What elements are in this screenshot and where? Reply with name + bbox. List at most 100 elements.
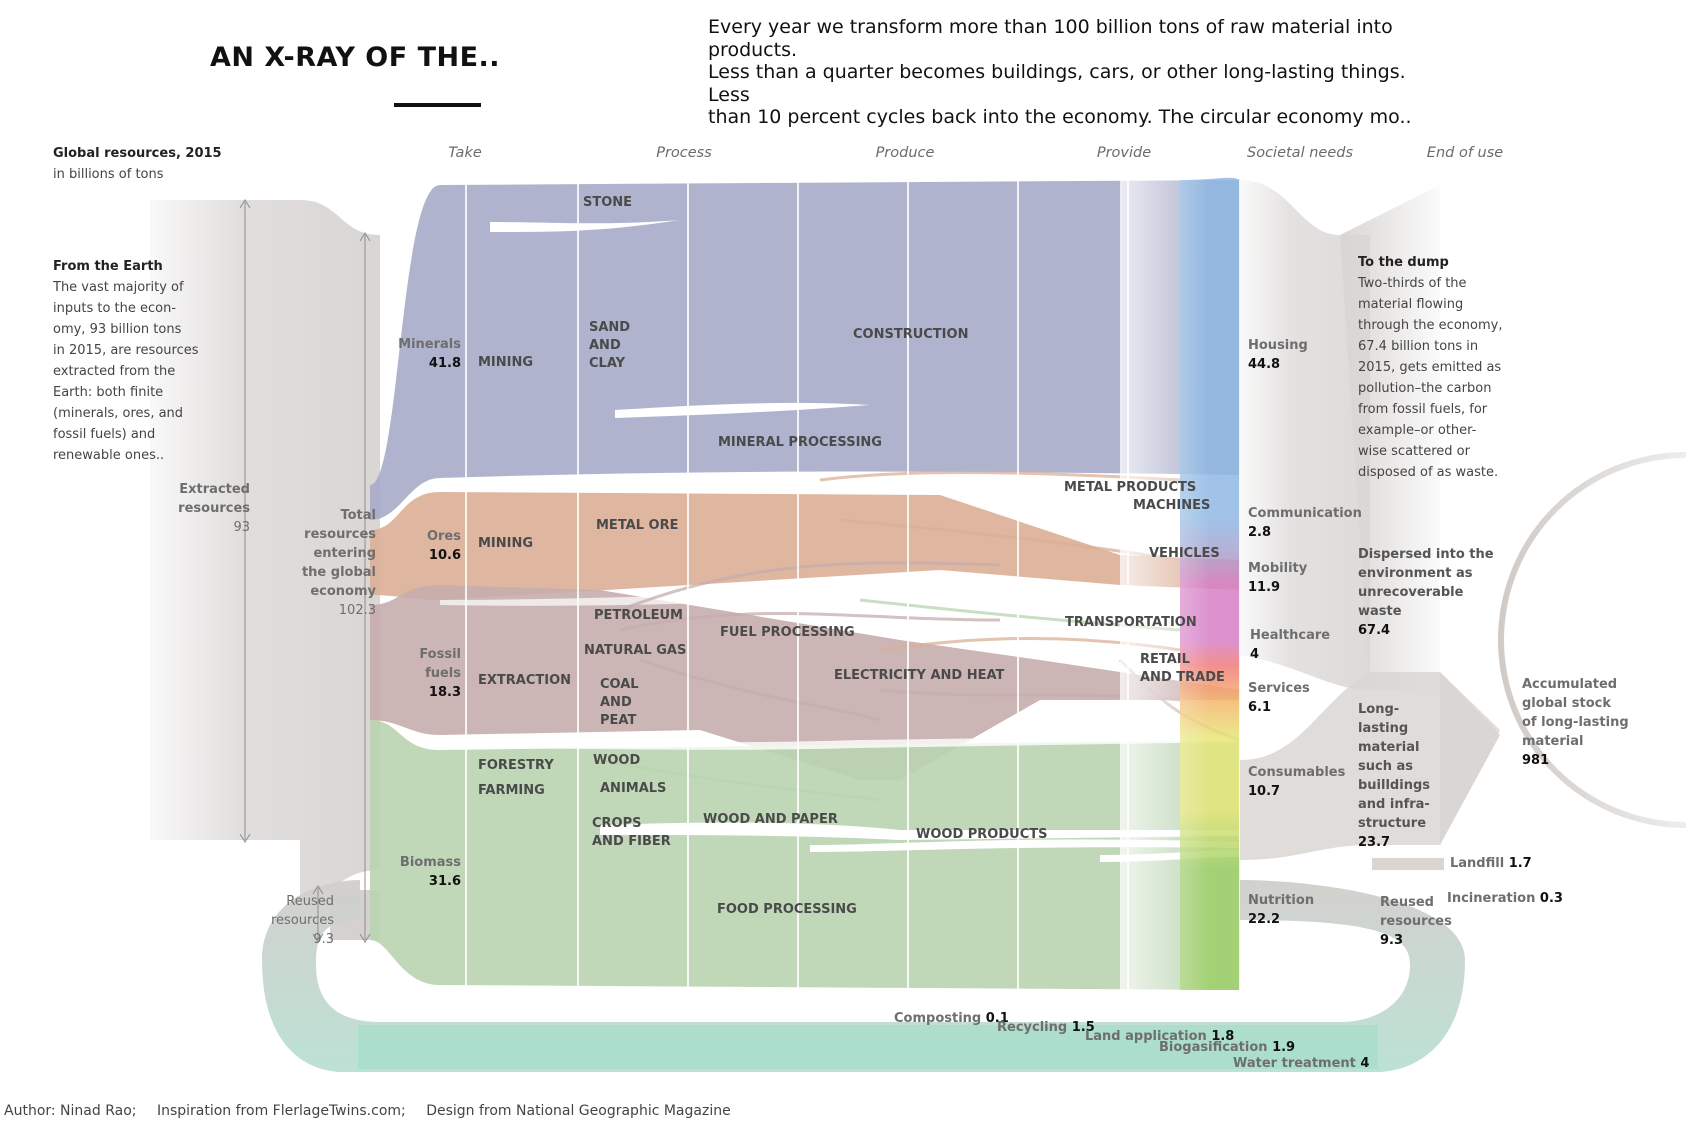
reused-left-line: Reused xyxy=(286,894,334,909)
subtitle-line: products. xyxy=(708,38,798,61)
landfill-value: 1.7 xyxy=(1508,856,1532,871)
left-note-line: omy, 93 billion tons xyxy=(53,322,182,337)
resource-value: 41.8 xyxy=(428,356,461,371)
produce-wood-and-paper: WOOD AND PAPER xyxy=(703,812,838,827)
biomass-band xyxy=(370,720,1240,990)
resource-name: Biomass xyxy=(399,855,461,870)
header-title: Global resources, 2015 xyxy=(53,146,222,161)
left-note-line: Earth: both finite xyxy=(53,385,164,400)
dimension-arrows xyxy=(239,199,371,943)
left-note-line: in 2015, are resources xyxy=(53,343,199,358)
process-coal-and-peat: COAL AND PEAT xyxy=(600,676,639,730)
need-housing: Housing 44.8 xyxy=(1248,336,1308,374)
end-fade xyxy=(1340,185,1440,690)
total-line: Total xyxy=(340,508,376,523)
reused-return xyxy=(262,880,1465,1072)
dispersed-label: Dispersed into the environment as unreco… xyxy=(1358,545,1494,640)
need-value: 11.9 xyxy=(1248,580,1281,595)
extracted-line: Extracted xyxy=(179,482,250,497)
left-note-line: fossil fuels) and xyxy=(53,427,156,442)
extracted-line: resources xyxy=(178,501,250,516)
wood-paper-gap xyxy=(600,822,1240,840)
take-mining-ores: MINING xyxy=(478,536,534,551)
total-value: 102.3 xyxy=(338,603,376,618)
subtitle-line: Less xyxy=(708,83,750,106)
process-line: AND xyxy=(589,338,621,353)
need-nutrition: Nutrition 22.2 xyxy=(1248,891,1314,929)
landfill-label: Landfill 1.7 xyxy=(1450,854,1532,873)
reused-right-value: 9.3 xyxy=(1380,933,1404,948)
sand-gap xyxy=(615,402,870,418)
left-note-line: The vast majority of xyxy=(53,280,184,295)
right-note-line: Two-thirds of the xyxy=(1358,276,1467,291)
stage-produce: Produce xyxy=(875,145,935,161)
subtitle-line: than 10 percent cycles back into the eco… xyxy=(708,106,1412,128)
long-lasting-line: builldings xyxy=(1358,778,1430,793)
produce-mineral-processing: MINERAL PROCESSING xyxy=(718,435,882,450)
provide-line: RETAIL xyxy=(1140,652,1190,667)
minerals-ores-gap xyxy=(440,471,1240,490)
total-line: entering xyxy=(313,546,376,561)
recovery-name: Biogasification xyxy=(1159,1040,1268,1055)
resource-value: 10.6 xyxy=(428,548,461,563)
left-note-line: inputs to the econ- xyxy=(53,301,177,316)
need-consumables: Consumables 10.7 xyxy=(1248,763,1345,801)
total-line: the global xyxy=(301,565,376,580)
process-line: COAL xyxy=(600,677,639,692)
right-note-line: 2015, gets emitted as xyxy=(1358,360,1502,375)
recovery-land-application: Land application 1.8 xyxy=(1085,1027,1234,1046)
process-line: SAND xyxy=(589,320,631,335)
right-note-line: disposed of as waste. xyxy=(1358,465,1499,480)
stage-end-of-use: End of use xyxy=(1426,145,1504,161)
subtitle-line: Less than a quarter becomes buildings, c… xyxy=(708,61,1406,83)
stage-process: Process xyxy=(656,145,712,161)
total-line: resources xyxy=(304,527,376,542)
dispersed-line: waste xyxy=(1358,604,1402,619)
recovery-name: Water treatment xyxy=(1233,1056,1356,1071)
recovery-water-treatment: Water treatment 4 xyxy=(1233,1054,1369,1073)
long-lasting-line: and infra- xyxy=(1358,797,1430,812)
long-lasting-line: such as xyxy=(1358,759,1413,774)
process-petroleum: PETROLEUM xyxy=(594,608,683,623)
subtitle-line: Every year we transform more than 100 bi… xyxy=(708,16,1393,38)
recovery-recycling: Recycling 1.5 xyxy=(997,1018,1095,1037)
produce-wood-products: WOOD PRODUCTS xyxy=(916,827,1048,842)
stock-line: of long-lasting xyxy=(1522,715,1629,730)
long-lasting-line: structure xyxy=(1358,816,1427,831)
fossil-bio-gap xyxy=(440,735,1240,750)
recovery-value: 4 xyxy=(1360,1056,1370,1071)
resource-value: 18.3 xyxy=(428,685,461,700)
process-line: CROPS xyxy=(592,816,642,831)
process-natural-gas: NATURAL GAS xyxy=(584,643,687,658)
reused-right-line: Reused xyxy=(1380,895,1434,910)
landfill-name: Landfill xyxy=(1450,856,1505,871)
recovery-composting: Composting 0.1 xyxy=(894,1009,1009,1028)
provide-machines: MACHINES xyxy=(1133,498,1211,513)
stock-value: 981 xyxy=(1522,753,1550,768)
reused-right-line: resources xyxy=(1380,914,1452,929)
resource-fossil-fuels: Fossil fuels 18.3 xyxy=(385,645,461,702)
left-note-title: From the Earth xyxy=(53,259,163,274)
stone-gap xyxy=(490,220,680,232)
resource-name: fuels xyxy=(425,666,461,681)
long-lasting-line: lasting xyxy=(1358,721,1409,736)
provide-retail-and-trade: RETAIL AND TRADE xyxy=(1140,651,1225,687)
long-lasting-line: Long- xyxy=(1358,702,1400,717)
produce-fuel-processing: FUEL PROCESSING xyxy=(720,625,855,640)
reused-left-value: 9.3 xyxy=(313,932,334,947)
need-services: Services 6.1 xyxy=(1248,679,1310,717)
provide-vehicles: VEHICLES xyxy=(1149,546,1220,561)
minerals-band xyxy=(370,180,1240,520)
stock-line: global stock xyxy=(1522,696,1611,711)
produce-electricity-and-heat: ELECTRICITY AND HEAT xyxy=(834,668,1005,683)
landfill-bar xyxy=(1372,858,1444,870)
need-name: Consumables xyxy=(1248,765,1346,780)
reused-left-line: resources xyxy=(270,913,334,928)
need-value: 10.7 xyxy=(1248,784,1281,799)
provide-transportation: TRANSPORTATION xyxy=(1065,615,1197,630)
reused-right-label: Reused resources 9.3 xyxy=(1380,893,1452,950)
recovery-value: 1.5 xyxy=(1071,1020,1095,1035)
right-note-title: To the dump xyxy=(1358,255,1449,270)
right-note-line: wise scattered or xyxy=(1358,444,1470,459)
